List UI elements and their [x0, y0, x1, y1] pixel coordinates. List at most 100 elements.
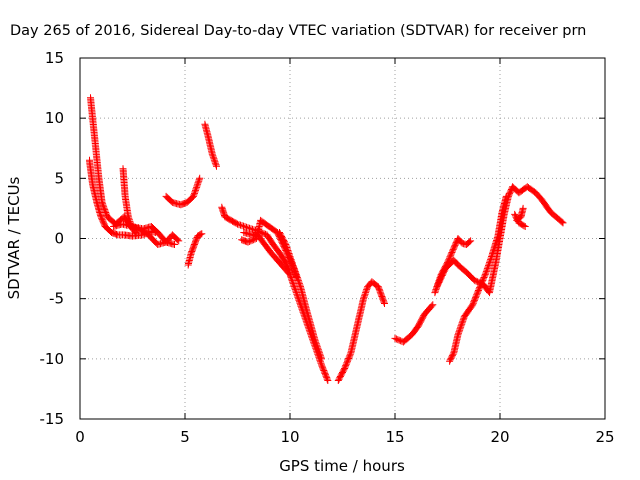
- data-point: [284, 248, 292, 256]
- data-point: [478, 279, 485, 287]
- data-point: [323, 375, 331, 383]
- data-point: [196, 174, 204, 182]
- data-point: [469, 301, 477, 309]
- data-point: [446, 253, 454, 261]
- data-point: [319, 365, 327, 373]
- data-point: [481, 272, 489, 280]
- data-point: [197, 230, 205, 238]
- data-point: [314, 344, 322, 352]
- axis-ticks: [79, 57, 606, 420]
- data-point: [432, 286, 440, 294]
- data-point: [312, 338, 320, 346]
- data-point: [447, 250, 455, 258]
- data-point: [132, 229, 140, 236]
- data-point: [192, 185, 200, 193]
- y-tick-label: 0: [54, 230, 64, 248]
- data-point: [194, 179, 202, 187]
- data-point: [477, 281, 485, 289]
- x-tick-label: 15: [385, 428, 404, 446]
- x-tick-label: 10: [280, 428, 299, 446]
- data-point: [324, 377, 332, 384]
- data-point: [322, 372, 330, 380]
- data-point: [482, 269, 490, 277]
- data-point: [171, 241, 178, 248]
- data-point: [449, 350, 457, 358]
- data-point: [342, 360, 350, 368]
- data-point: [98, 198, 106, 206]
- data-point: [502, 192, 510, 200]
- data-point: [472, 292, 480, 300]
- y-tick-label: -15: [40, 410, 65, 428]
- data-point: [346, 350, 354, 358]
- data-point: [448, 249, 456, 256]
- data-point: [211, 159, 219, 167]
- data-point: [449, 247, 456, 255]
- data-point: [363, 286, 371, 294]
- x-axis-label: GPS time / hours: [279, 457, 405, 475]
- data-point: [316, 358, 324, 366]
- data-point: [198, 230, 206, 238]
- data-point: [429, 301, 437, 309]
- x-tick-label: 20: [490, 428, 509, 446]
- y-tick-label: 5: [54, 169, 64, 187]
- y-tick-label: -5: [49, 290, 64, 308]
- data-point: [282, 242, 290, 250]
- data-point: [428, 302, 436, 310]
- data-point: [466, 238, 474, 246]
- data-point: [457, 322, 465, 330]
- data-point: [174, 236, 182, 244]
- data-point: [295, 280, 303, 288]
- data-point: [476, 284, 484, 292]
- data-point: [520, 222, 528, 230]
- data-point: [287, 254, 294, 262]
- data-point: [558, 218, 566, 226]
- data-point: [459, 317, 467, 325]
- data-point: [343, 359, 351, 367]
- data-point: [479, 275, 487, 283]
- data-point: [316, 352, 324, 360]
- data-point: [127, 222, 135, 230]
- data-point: [360, 293, 368, 301]
- data-point: [455, 329, 462, 337]
- data-point: [341, 365, 349, 372]
- data-point: [209, 152, 217, 160]
- tick-labels: 0 5 10 15 20 25 15 10 5 0 -5 -10 -15: [40, 49, 615, 446]
- data-point: [476, 282, 484, 290]
- data-point: [484, 263, 492, 271]
- data-point: [175, 237, 183, 245]
- y-axis-label: SDTVAR / TECUs: [5, 176, 23, 299]
- data-point: [289, 280, 297, 288]
- data-point: [291, 284, 299, 292]
- x-tick-label: 0: [75, 428, 85, 446]
- data-point: [133, 230, 141, 238]
- data-point: [521, 223, 529, 230]
- data-point: [100, 204, 108, 212]
- y-tick-label: 10: [45, 109, 64, 127]
- data-points: [86, 94, 567, 384]
- data-point: [478, 278, 486, 286]
- data-point: [480, 274, 488, 281]
- data-point: [486, 257, 494, 265]
- data-point: [318, 355, 325, 363]
- data-point: [292, 273, 300, 281]
- data-point: [559, 219, 567, 227]
- y-tick-label: 15: [45, 49, 64, 67]
- chart-title: Day 265 of 2016, Sidereal Day-to-day VTE…: [10, 23, 586, 39]
- data-point: [213, 162, 220, 170]
- data-point: [241, 223, 249, 231]
- data-point: [190, 191, 198, 199]
- data-point: [479, 276, 487, 284]
- data-point: [467, 237, 475, 245]
- data-point: [381, 300, 388, 307]
- data-point: [102, 209, 110, 216]
- data-point: [445, 254, 453, 262]
- data-point: [320, 367, 328, 374]
- data-point: [125, 214, 133, 222]
- y-tick-label: -10: [40, 350, 65, 368]
- data-point: [345, 353, 353, 361]
- x-tick-label: 25: [595, 428, 614, 446]
- x-tick-label: 5: [180, 428, 190, 446]
- grid-lines: [80, 58, 605, 419]
- data-point: [519, 204, 527, 212]
